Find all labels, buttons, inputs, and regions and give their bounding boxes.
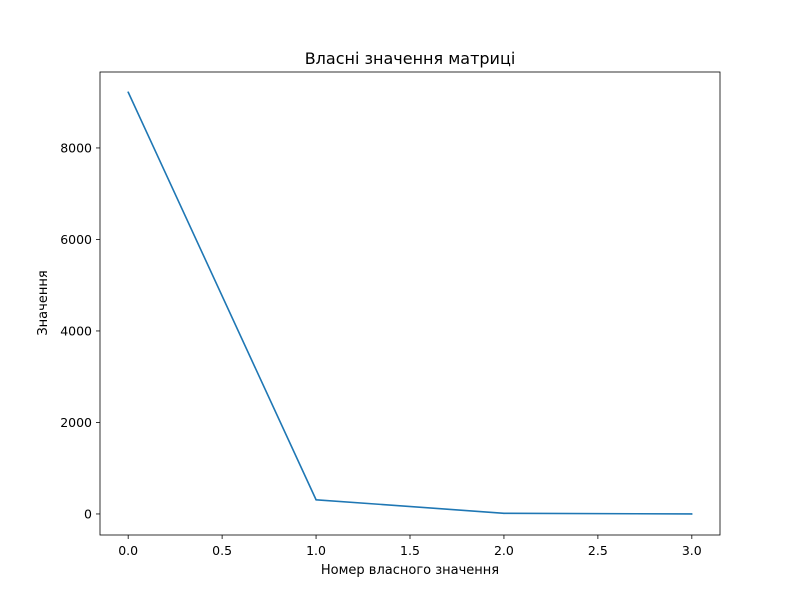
- chart-title: Власні значення матриці: [305, 49, 516, 68]
- x-tick-label: 2.0: [494, 543, 514, 558]
- y-tick-label: 0: [84, 506, 92, 521]
- data-point-0-0: [127, 91, 129, 93]
- data-point-0-1: [315, 498, 317, 501]
- y-tick-label: 2000: [60, 415, 92, 430]
- plot-area: 0.0 0.5 1.0 1.5 2.0 2.5 3.0 0 2000 4000 6000 8000: [60, 71, 721, 558]
- y-tick-label: 8000: [60, 140, 92, 155]
- x-tick-label: 0.5: [212, 543, 232, 558]
- x-axis-label: Номер власного значення: [321, 563, 499, 578]
- x-tick-label: 3.0: [682, 543, 702, 558]
- x-tick-label: 2.5: [588, 543, 608, 558]
- y-tick-label: 4000: [60, 323, 92, 338]
- plot-frame: [99, 71, 721, 536]
- series-line-0: [127, 91, 692, 515]
- x-tick-label: 0.0: [118, 543, 138, 558]
- data-point-0-3: [691, 513, 693, 515]
- x-tick-label: 1.5: [400, 543, 420, 558]
- y-tick-label: 6000: [60, 232, 92, 247]
- data-point-0-2: [503, 512, 505, 515]
- y-axis-label: Значення: [36, 270, 51, 335]
- x-tick-label: 1.0: [306, 543, 326, 558]
